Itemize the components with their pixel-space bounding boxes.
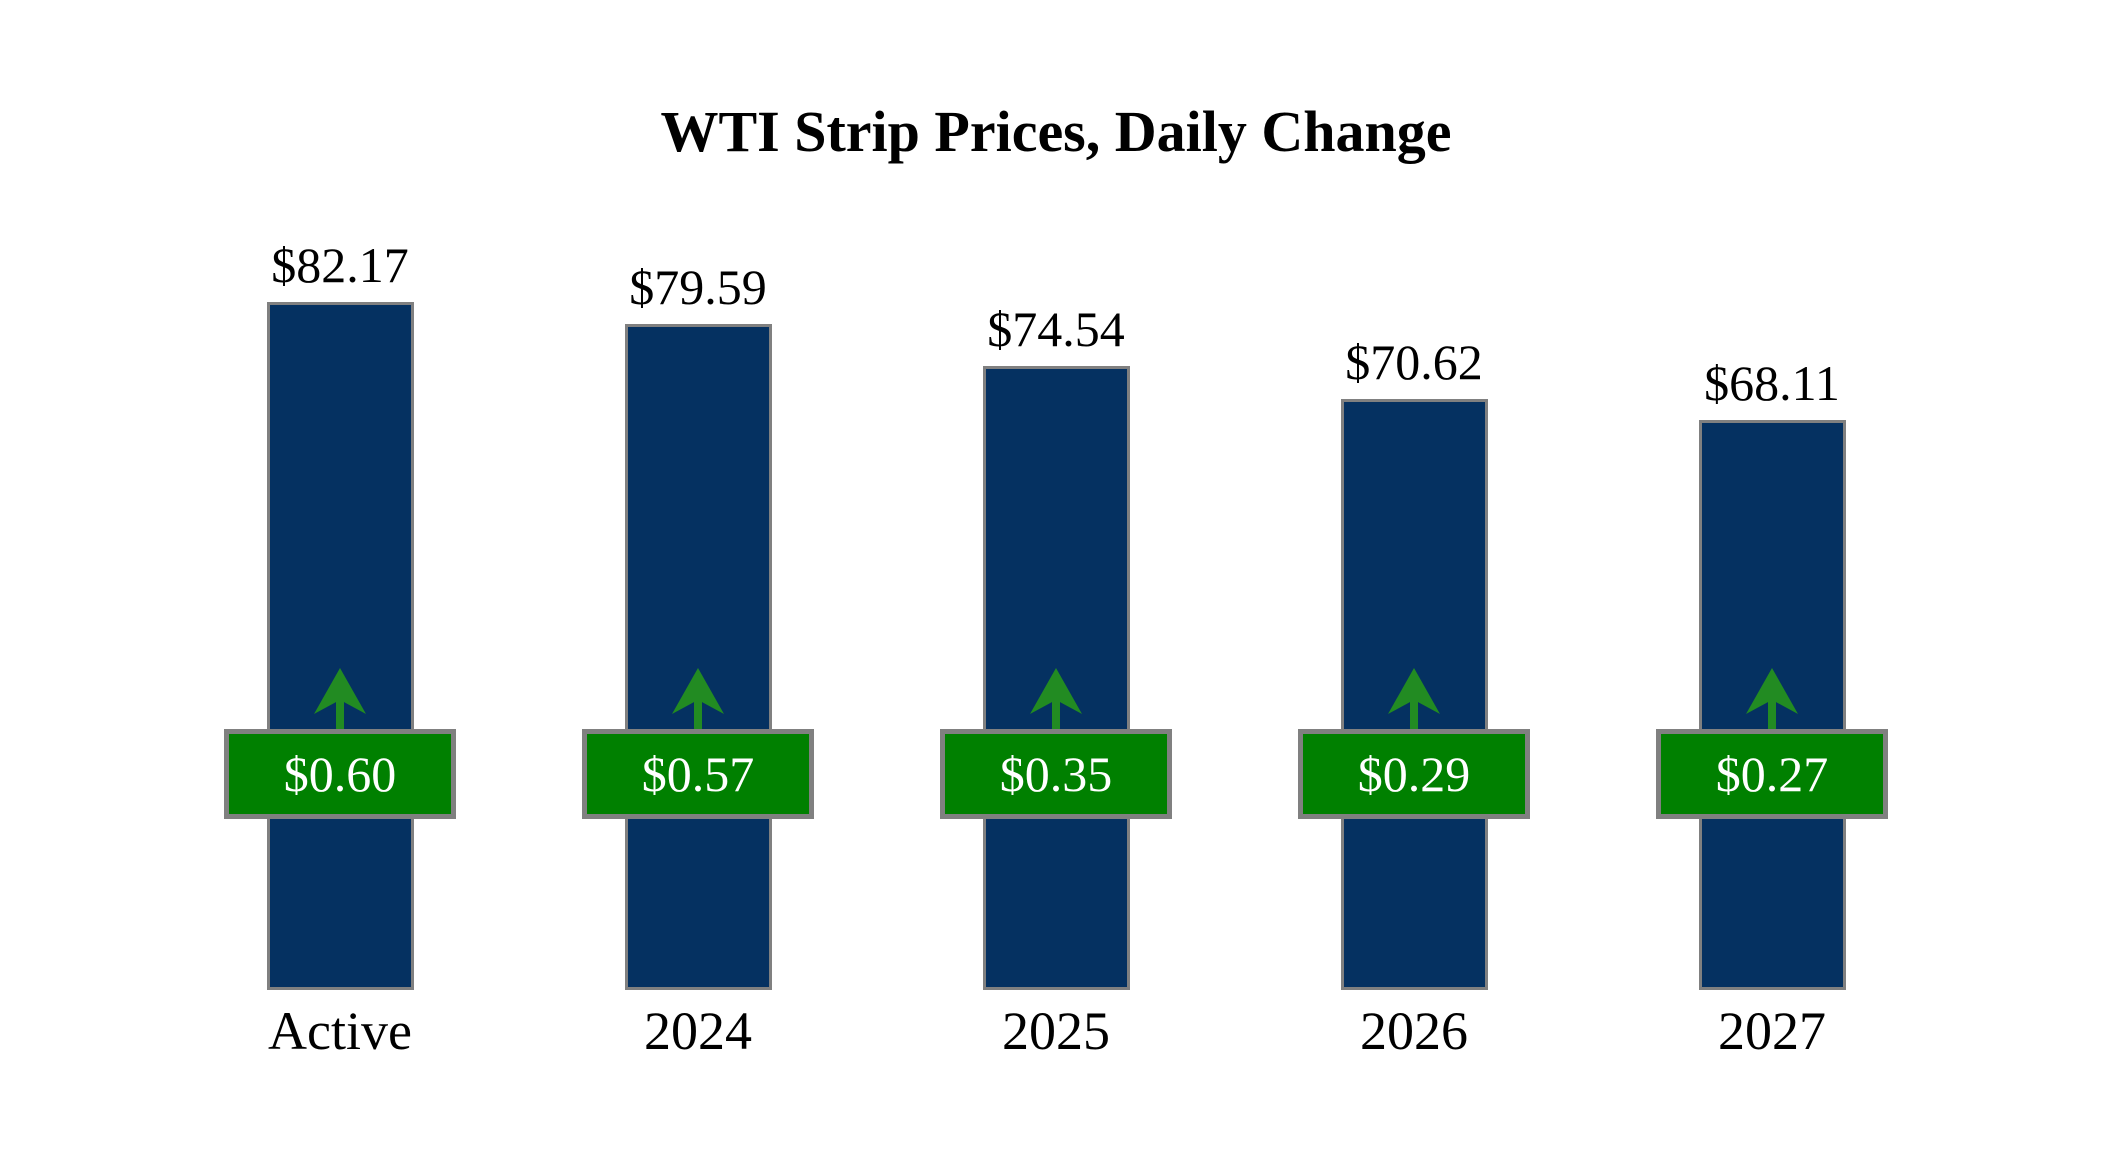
strip-price-label: $70.62 xyxy=(1345,334,1483,390)
up-arrow-icon xyxy=(1030,668,1082,730)
daily-change-badge: $0.27 xyxy=(1656,729,1888,819)
strip-price-label: $74.54 xyxy=(987,301,1125,357)
strip-price-label: $68.11 xyxy=(1704,355,1840,411)
category-label: 2027 xyxy=(1718,1001,1826,1061)
bar-group: $79.59 $0.57 2024 xyxy=(519,0,877,1152)
up-arrow-icon xyxy=(672,668,724,730)
daily-change-label: $0.35 xyxy=(999,746,1113,802)
price-bar xyxy=(267,302,414,990)
daily-change-badge: $0.35 xyxy=(940,729,1172,819)
strip-price-label: $79.59 xyxy=(629,259,767,315)
category-label: Active xyxy=(268,1001,412,1061)
daily-change-label: $0.29 xyxy=(1357,746,1471,802)
daily-change-badge: $0.57 xyxy=(582,729,814,819)
bar-group: $68.11 $0.27 2027 xyxy=(1593,0,1951,1152)
category-label: 2026 xyxy=(1360,1001,1468,1061)
daily-change-badge: $0.60 xyxy=(224,729,456,819)
price-bar xyxy=(625,324,772,990)
up-arrow-icon xyxy=(1388,668,1440,730)
bar-group: $74.54 $0.35 2025 xyxy=(877,0,1235,1152)
up-arrow-icon xyxy=(314,668,366,730)
daily-change-label: $0.27 xyxy=(1715,746,1829,802)
up-arrow-icon xyxy=(1746,668,1798,730)
daily-change-label: $0.57 xyxy=(641,746,755,802)
bar-group: $82.17 $0.60 Active xyxy=(161,0,519,1152)
strip-price-label: $82.17 xyxy=(271,237,409,293)
category-label: 2025 xyxy=(1002,1001,1110,1061)
daily-change-label: $0.60 xyxy=(283,746,397,802)
daily-change-badge: $0.29 xyxy=(1298,729,1530,819)
chart-title: WTI Strip Prices, Daily Change xyxy=(660,99,1452,164)
category-label: 2024 xyxy=(644,1001,752,1061)
bar-group: $70.62 $0.29 2026 xyxy=(1235,0,1593,1152)
